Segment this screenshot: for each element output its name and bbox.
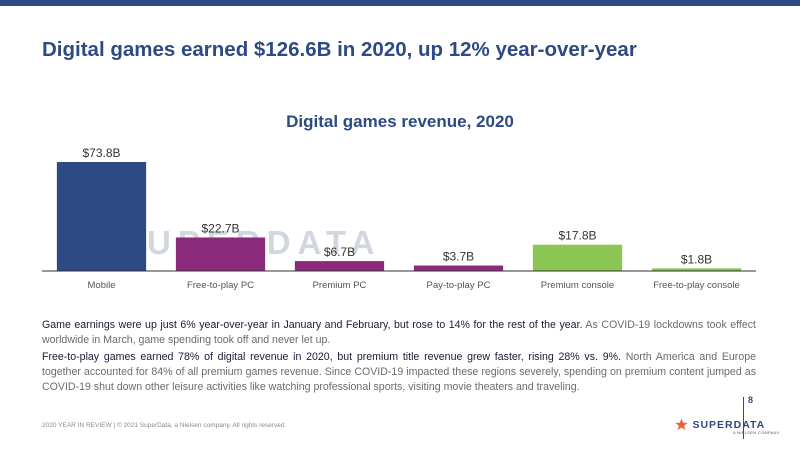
category-label-2: Premium PC xyxy=(313,280,367,291)
value-label-4: $17.8B xyxy=(558,229,596,243)
superdata-logo: SUPERDATA A NIELSEN COMPANY xyxy=(675,416,780,435)
bar-4 xyxy=(532,244,623,271)
logo-star-icon xyxy=(675,418,688,431)
footer-note: 2020 YEAR IN REVIEW | © 2021 SuperData, … xyxy=(42,422,287,429)
bar-5 xyxy=(651,268,742,271)
logo-tagline: A NIELSEN COMPANY xyxy=(733,430,780,435)
logo-wordmark: SUPERDATA xyxy=(692,418,766,431)
chart-title: Digital games revenue, 2020 xyxy=(286,112,514,131)
value-label-1: $22.7B xyxy=(201,221,239,235)
bar-0 xyxy=(56,162,147,271)
page-headline: Digital games earned $126.6B in 2020, up… xyxy=(42,38,637,61)
bar-1 xyxy=(175,237,266,271)
category-label-1: Free-to-play PC xyxy=(187,280,254,291)
bar-3 xyxy=(413,265,504,271)
paragraph-2-lead: Free-to-play games earned 78% of digital… xyxy=(42,351,621,363)
paragraph-1-rest: As COVID-19 lockdowns took effect worldw… xyxy=(42,319,756,346)
value-label-2: $6.7B xyxy=(324,245,355,259)
paragraph-2: Free-to-play games earned 78% of digital… xyxy=(42,350,756,395)
category-label-4: Premium console xyxy=(541,280,614,291)
category-label-3: Pay-to-play PC xyxy=(427,280,491,291)
value-label-0: $73.8B xyxy=(82,146,120,160)
bar-2 xyxy=(294,261,385,271)
value-label-5: $1.8B xyxy=(681,252,712,266)
category-label-5: Free-to-play console xyxy=(653,280,740,291)
top-accent-bar xyxy=(0,0,800,6)
bar-chart: SUPERDATA $73.8B$22.7B$6.7B$3.7B$17.8B$1… xyxy=(42,146,756,291)
paragraph-1: Game earnings were up just 6% year-over-… xyxy=(42,318,756,348)
page-number-text: 8 xyxy=(748,395,754,405)
value-label-3: $3.7B xyxy=(443,250,474,264)
page-number: 8 xyxy=(743,395,753,439)
paragraph-1-lead: Game earnings were up just 6% year-over-… xyxy=(42,319,583,331)
paragraph-2-rest: North America and Europe together accoun… xyxy=(42,351,756,393)
category-label-0: Mobile xyxy=(88,280,116,291)
